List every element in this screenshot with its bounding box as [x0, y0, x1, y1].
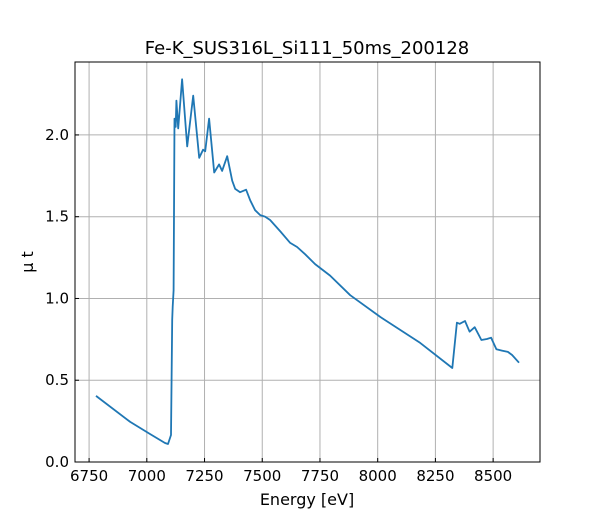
chart-title: Fe-K_SUS316L_Si111_50ms_200128: [145, 38, 469, 59]
ticks: 6750 7000 7250 7500 7750 8000 8250 8500 0.0 0.5 1.…: [45, 126, 512, 485]
x-tick-label: 8000: [359, 467, 397, 485]
x-tick-label: 8250: [416, 467, 454, 485]
y-axis-label: μ t: [18, 251, 37, 273]
x-tick-label: 6750: [70, 467, 108, 485]
y-tick-label: 1.5: [45, 208, 69, 226]
x-tick-label: 8500: [474, 467, 512, 485]
series: [95, 78, 520, 445]
grid: [75, 62, 540, 463]
y-tick-label: 1.0: [45, 289, 69, 307]
x-tick-label: 7500: [243, 467, 281, 485]
plot-frame: [74, 61, 541, 463]
y-tick-label: 0.5: [45, 371, 69, 389]
y-tick-label: 2.0: [45, 126, 69, 144]
series-line-mu_t: [95, 78, 520, 445]
x-tick-label: 7750: [301, 467, 339, 485]
x-axis-label: Energy [eV]: [260, 490, 354, 509]
x-tick-label: 7250: [185, 467, 223, 485]
y-tick-label: 0.0: [45, 453, 69, 471]
x-tick-label: 7000: [128, 467, 166, 485]
